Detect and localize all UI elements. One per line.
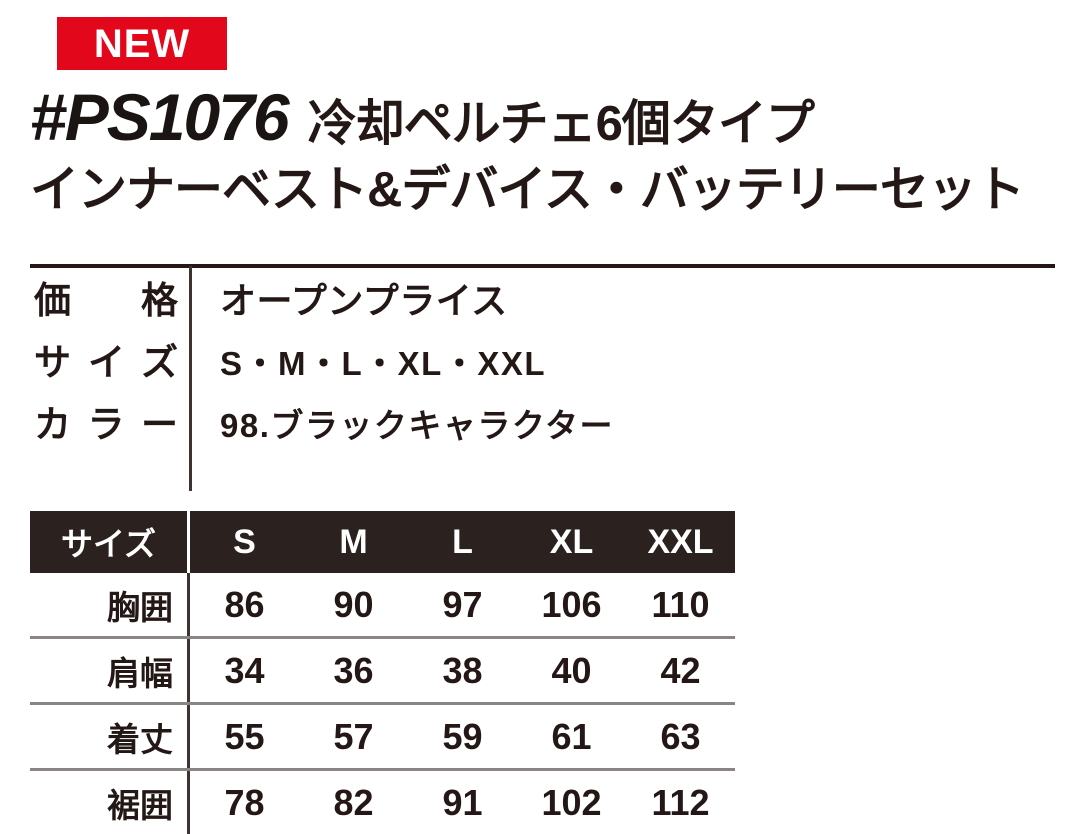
spec-value-price: オープンプライス [220,280,508,321]
cell-chest-m: 90 [299,573,408,639]
size-chart-header-label: サイズ [30,511,190,573]
size-chart-header-row: サイズ S M L XL XXL [30,511,735,573]
size-chart-header-xl: XL [517,511,626,573]
cell-hem-xxl: 112 [651,781,710,823]
cell-hem-xl: 102 [541,781,602,823]
spec-label-price: 価格 [34,280,178,321]
spec-label-size: サイズ [34,342,178,383]
cell-length-l: 59 [408,703,517,771]
title-block: #PS1076 冷却ペルチェ6個タイプ インナーベスト&デバイス・バッテリーセッ… [30,84,1060,215]
table-row: 着丈 55 57 59 61 63 [30,703,735,771]
title-line-2: インナーベスト&デバイス・バッテリーセット [30,163,1025,217]
spec-top-rule [30,264,1055,268]
cell-shoulder-m: 36 [299,637,408,705]
cell-length-xxl: 63 [626,703,735,771]
cell-length-m: 57 [299,703,408,771]
cell-hem-m: 82 [333,781,374,823]
spec-row-size: サイズ S・M・L・XL・XXL [30,344,1055,406]
cell-shoulder-s: 34 [188,637,299,705]
cell-length-s: 55 [188,703,299,771]
new-badge-label: NEW [93,21,191,66]
size-chart-header-m: M [299,511,408,573]
table-row: 肩幅 34 36 38 40 42 [30,637,735,705]
cell-shoulder-xl: 40 [517,637,626,705]
size-chart-head: サイズ S M L XL XXL [30,511,735,573]
spec-list: 価格 オープンプライス サイズ S・M・L・XL・XXL カラー 98.ブラック… [30,282,1055,468]
cell-shoulder-l: 38 [408,637,517,705]
cell-hem-l: 91 [442,781,483,823]
spec-value-color: 98.ブラックキャラクター [220,407,615,444]
cell-chest-xxl: 110 [626,573,735,639]
size-chart-header-s: S [188,511,299,573]
new-badge: NEW [57,17,227,70]
product-description: 冷却ペルチェ6個タイプ [307,97,815,151]
row-label-shoulder: 肩幅 [30,637,190,705]
spec-label-color: カラー [34,404,178,445]
product-code: #PS1076 [30,80,290,154]
size-chart-header-xxl: XXL [626,511,735,573]
cell-chest-s: 86 [188,573,299,639]
table-row: 裾囲 78 82 91 102 112 [30,769,735,834]
row-label-hem: 裾囲 [30,769,190,834]
spec-column-divider [189,266,192,491]
spec-row-color: カラー 98.ブラックキャラクター [30,406,1055,468]
spec-row-price: 価格 オープンプライス [30,282,1055,344]
size-chart-body: 胸囲 86 90 97 106 110 肩幅 34 36 38 40 42 着丈… [30,573,735,834]
cell-shoulder-xxl: 42 [626,637,735,705]
row-label-chest: 胸囲 [30,573,190,639]
size-chart-header-l: L [408,511,517,573]
title-line-1: #PS1076 冷却ペルチェ6個タイプ [30,84,1060,156]
cell-hem-s: 78 [224,781,265,823]
size-chart-table: サイズ S M L XL XXL 胸囲 86 90 97 106 110 肩幅 … [30,511,735,834]
cell-length-xl: 61 [517,703,626,771]
cell-chest-xl: 106 [517,573,626,639]
spec-value-size: S・M・L・XL・XXL [220,345,547,382]
cell-chest-l: 97 [408,573,517,639]
table-row: 胸囲 86 90 97 106 110 [30,573,735,639]
row-label-length: 着丈 [30,703,190,771]
